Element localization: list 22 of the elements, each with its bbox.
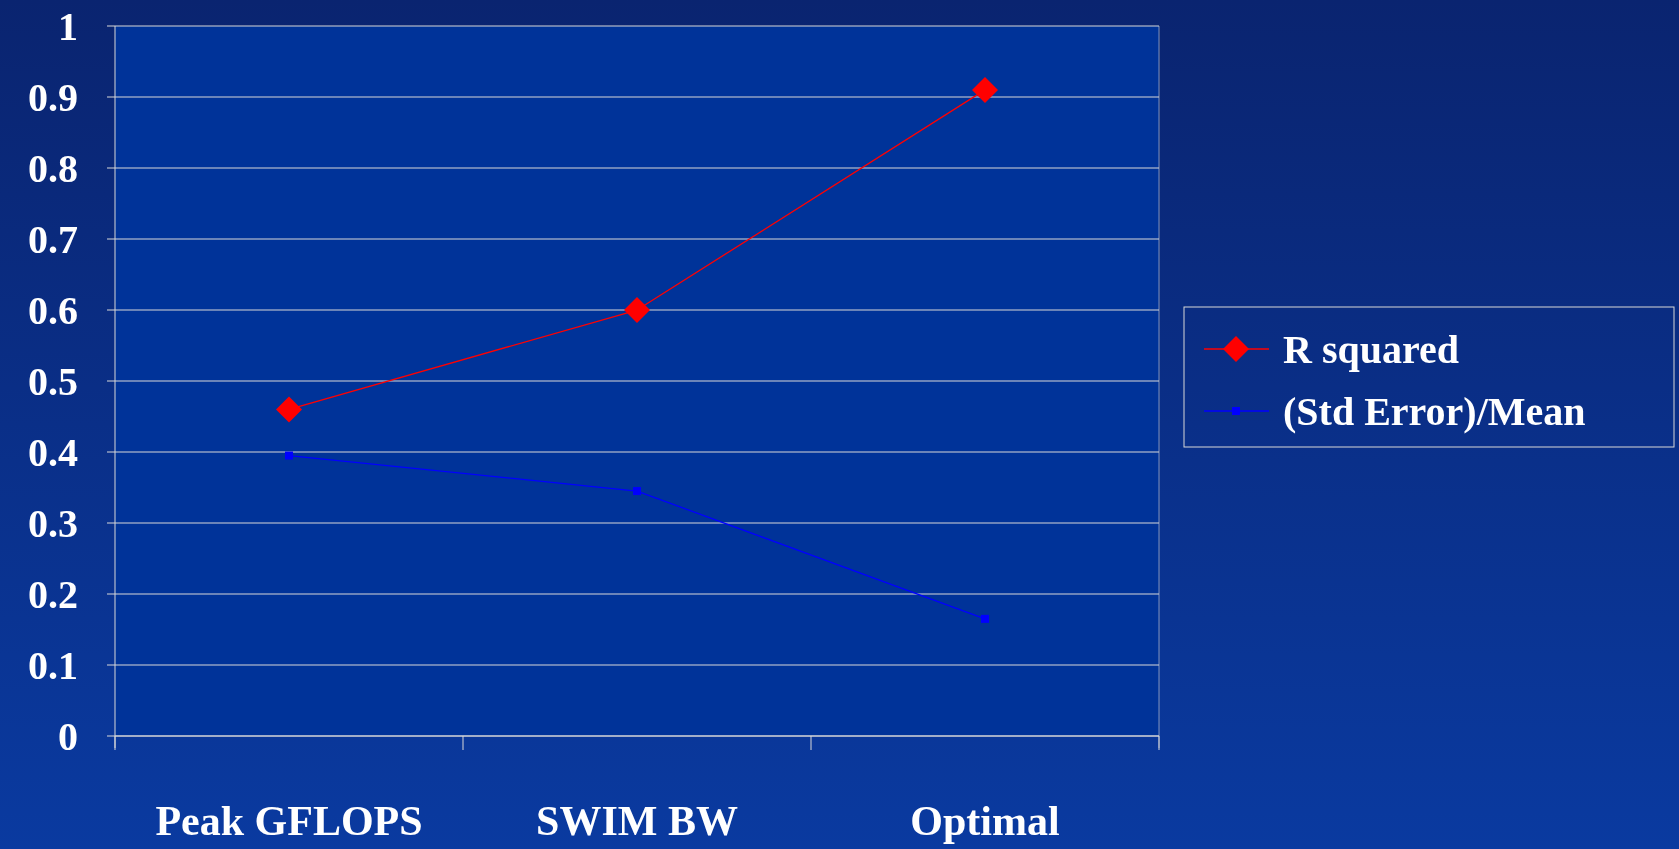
x-tick-label: Optimal bbox=[910, 798, 1060, 844]
legend-label: (Std Error)/Mean bbox=[1283, 388, 1586, 434]
y-tick-label: 0.2 bbox=[28, 571, 78, 617]
y-tick-label: 0.9 bbox=[28, 74, 78, 120]
point bbox=[981, 614, 989, 623]
y-tick-label: 0.3 bbox=[28, 500, 78, 546]
y-tick-label: 0.6 bbox=[28, 287, 78, 333]
point bbox=[276, 396, 302, 423]
point bbox=[633, 487, 641, 496]
y-tick-label: 0.1 bbox=[28, 642, 78, 688]
y-tick-label: 0.8 bbox=[28, 145, 78, 191]
point bbox=[624, 297, 650, 323]
y-tick-label: 0.4 bbox=[28, 429, 78, 475]
legend-label: R squared bbox=[1283, 326, 1459, 372]
y-tick-label: 0.5 bbox=[28, 358, 78, 404]
point bbox=[972, 76, 998, 103]
y-tick-label: 0.7 bbox=[28, 216, 78, 262]
y-tick-label: 0 bbox=[58, 713, 78, 759]
point bbox=[285, 451, 293, 460]
y-tick-label: 1 bbox=[58, 3, 78, 49]
x-tick-label: Peak GFLOPS bbox=[155, 798, 423, 844]
x-tick-label: SWIM BW bbox=[536, 798, 738, 844]
